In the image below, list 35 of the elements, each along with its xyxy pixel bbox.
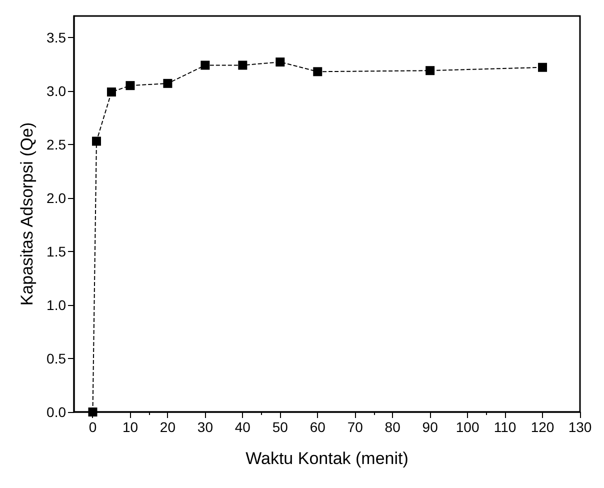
point	[92, 136, 101, 146]
x-tick-label: 70	[347, 419, 364, 435]
y-tick-label: 1.0	[46, 296, 66, 313]
y-tick-label: 3.5	[46, 29, 66, 46]
x-tick-label: 130	[568, 419, 592, 435]
y-tick-label: 0.5	[46, 350, 66, 366]
x-tick-label: 0	[88, 419, 97, 435]
x-tick-label: 110	[494, 419, 516, 435]
y-tick-label: 2.5	[46, 136, 66, 152]
point	[106, 87, 116, 96]
x-tick-label: 10	[122, 419, 138, 435]
y-tick-label: 2.0	[46, 190, 66, 206]
x-tick-label: 30	[197, 419, 214, 435]
x-tick-label: 120	[530, 419, 554, 435]
point	[538, 62, 548, 72]
x-tick-label: 60	[310, 419, 326, 435]
y-tick-label: 1.5	[46, 243, 66, 260]
point	[238, 60, 248, 70]
x-tick-label: 90	[422, 419, 438, 435]
x-tick-label: 50	[272, 419, 288, 435]
x-tick-label: 40	[234, 419, 251, 435]
point	[126, 81, 135, 90]
y-axis-title: Kapasitas Adsorpsi (Qe)	[18, 122, 37, 306]
y-tick-label: 0.0	[46, 404, 66, 420]
point	[276, 58, 285, 67]
point	[426, 66, 435, 76]
x-tick-label: 20	[160, 419, 176, 435]
y-tick-label: 3.0	[46, 82, 66, 99]
point	[313, 67, 322, 76]
point	[88, 408, 98, 416]
x-tick-label: 80	[384, 419, 401, 435]
point	[200, 60, 210, 70]
x-axis-title: Waktu Kontak (menit)	[246, 449, 408, 468]
x-tick-label: 100	[456, 419, 480, 435]
point	[163, 78, 172, 88]
